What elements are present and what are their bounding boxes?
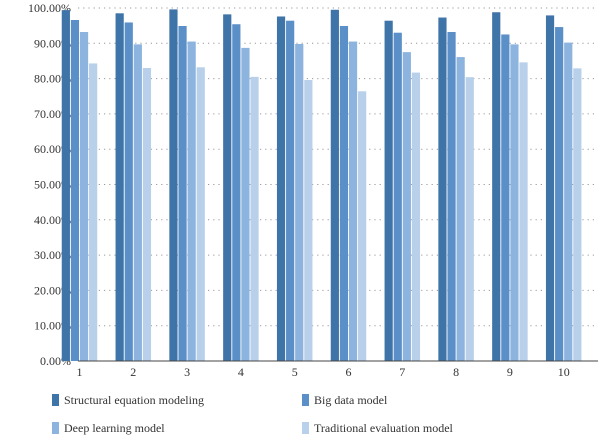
bar [402,52,411,361]
bar [438,17,447,361]
bar [304,80,313,362]
bar [79,32,89,362]
bar [286,20,295,361]
bar [232,24,241,361]
bar [70,20,80,361]
bar [295,44,304,361]
x-tick-label: 7 [399,365,405,379]
x-axis-ticks: 1 2 3 4 5 6 7 8 9 10 [77,365,570,379]
x-tick-label: 2 [130,365,136,379]
legend-swatch [52,394,59,406]
bar [393,32,402,362]
x-tick-label: 4 [238,365,244,379]
x-tick-label: 6 [346,365,352,379]
bar [178,26,187,362]
bar [510,44,519,361]
legend-label: Deep learning model [64,421,165,435]
bars [61,9,582,362]
bar [492,12,501,362]
x-tick-label: 9 [507,365,513,379]
bar [124,22,133,362]
bar [330,9,339,361]
bar [187,41,196,361]
bar [339,26,349,362]
bar [276,16,286,362]
legend-swatch [302,422,309,434]
bar [447,32,456,362]
bar [89,63,98,362]
legend: Structural equation modeling Big data mod… [52,393,454,435]
bar [241,47,250,361]
bar [250,76,259,362]
bar [564,42,573,362]
bar [223,14,232,361]
bar [384,20,393,361]
bar [545,15,555,362]
legend-swatch [302,394,309,406]
bar [555,27,564,361]
bar [196,67,205,361]
legend-label: Structural equation modeling [64,393,204,407]
bar [61,10,70,361]
bar [411,72,421,361]
x-tick-label: 3 [184,365,190,379]
y-tick-label: 100.00% [28,1,71,15]
x-tick-label: 5 [292,365,298,379]
bar [133,44,142,361]
bar [169,9,178,362]
bar [519,62,528,361]
legend-label: Traditional evaluation model [314,421,454,435]
bar [465,77,474,362]
bar [142,68,152,361]
bar [456,57,465,361]
bar [501,34,510,361]
legend-swatch [52,422,59,434]
bar [358,91,367,362]
bar [573,68,582,361]
x-tick-label: 8 [453,365,459,379]
x-tick-label: 10 [558,365,570,379]
bar [348,41,358,361]
legend-label: Big data model [314,393,388,407]
bar [115,13,124,361]
x-tick-label: 1 [77,365,83,379]
